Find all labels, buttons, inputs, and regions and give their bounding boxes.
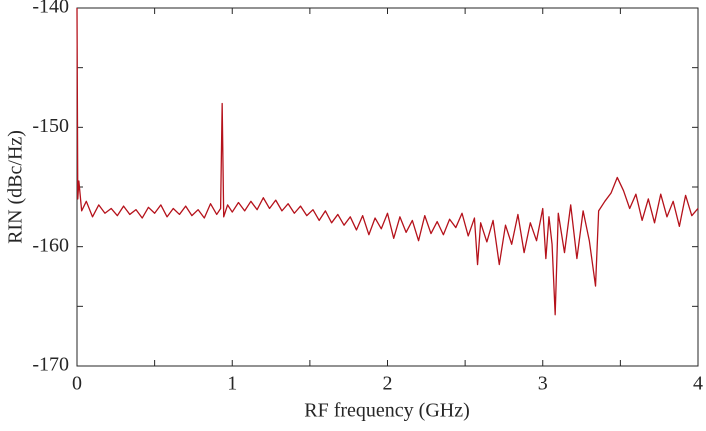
x-axis-label: RF frequency (GHz) (304, 400, 470, 422)
x-tick-label: 2 (383, 373, 393, 395)
y-tick-label: -140 (32, 0, 69, 18)
x-tick-label: 3 (538, 373, 548, 395)
data-line (76, 7, 699, 316)
y-tick-label: -170 (32, 354, 69, 376)
x-tick-label: 0 (72, 373, 82, 395)
y-tick-label: -150 (32, 115, 69, 137)
y-axis-label: RIN (dBc/Hz) (5, 130, 27, 244)
x-tick-label: 1 (227, 373, 237, 395)
x-tick-label: 4 (693, 373, 703, 395)
y-tick-label: -160 (32, 234, 69, 256)
plot-frame (76, 7, 699, 367)
